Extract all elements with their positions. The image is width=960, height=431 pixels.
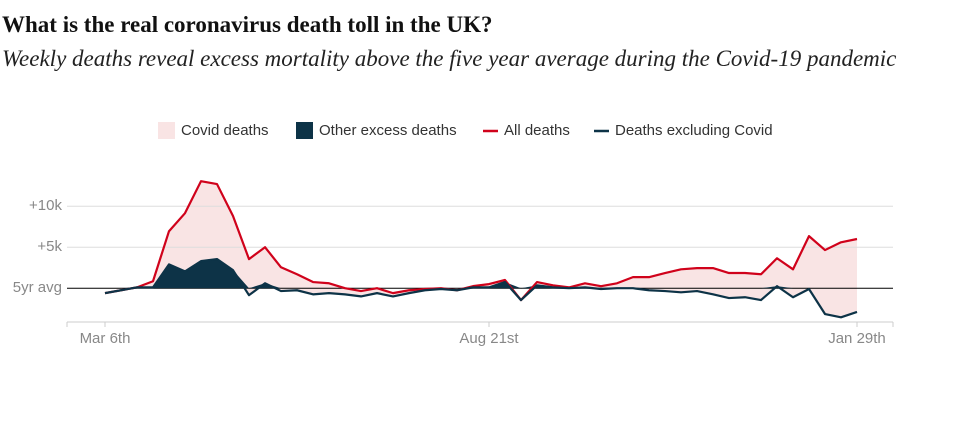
legend-label: Other excess deaths (319, 122, 457, 139)
y-tick-label: +10k (29, 197, 62, 214)
x-tick-label: Jan 29th (828, 330, 886, 347)
covid-area (105, 181, 857, 318)
legend-label: All deaths (504, 122, 570, 139)
legend-swatch (158, 122, 175, 139)
y-tick-label: 5yr avg (13, 279, 62, 296)
y-tick-label: +5k (37, 238, 62, 255)
line (104, 257, 858, 319)
chart-subtitle: Weekly deaths reveal excess mortality ab… (2, 46, 897, 71)
line (104, 180, 858, 302)
other-excess-area (105, 259, 857, 289)
x-tick-label: Aug 21st (459, 330, 519, 347)
legend-swatch (296, 122, 313, 139)
x-tick-label: Mar 6th (80, 330, 131, 347)
legend-label: Deaths excluding Covid (615, 122, 773, 139)
legend-label: Covid deaths (181, 122, 269, 139)
chart-title: What is the real coronavirus death toll … (2, 12, 493, 37)
